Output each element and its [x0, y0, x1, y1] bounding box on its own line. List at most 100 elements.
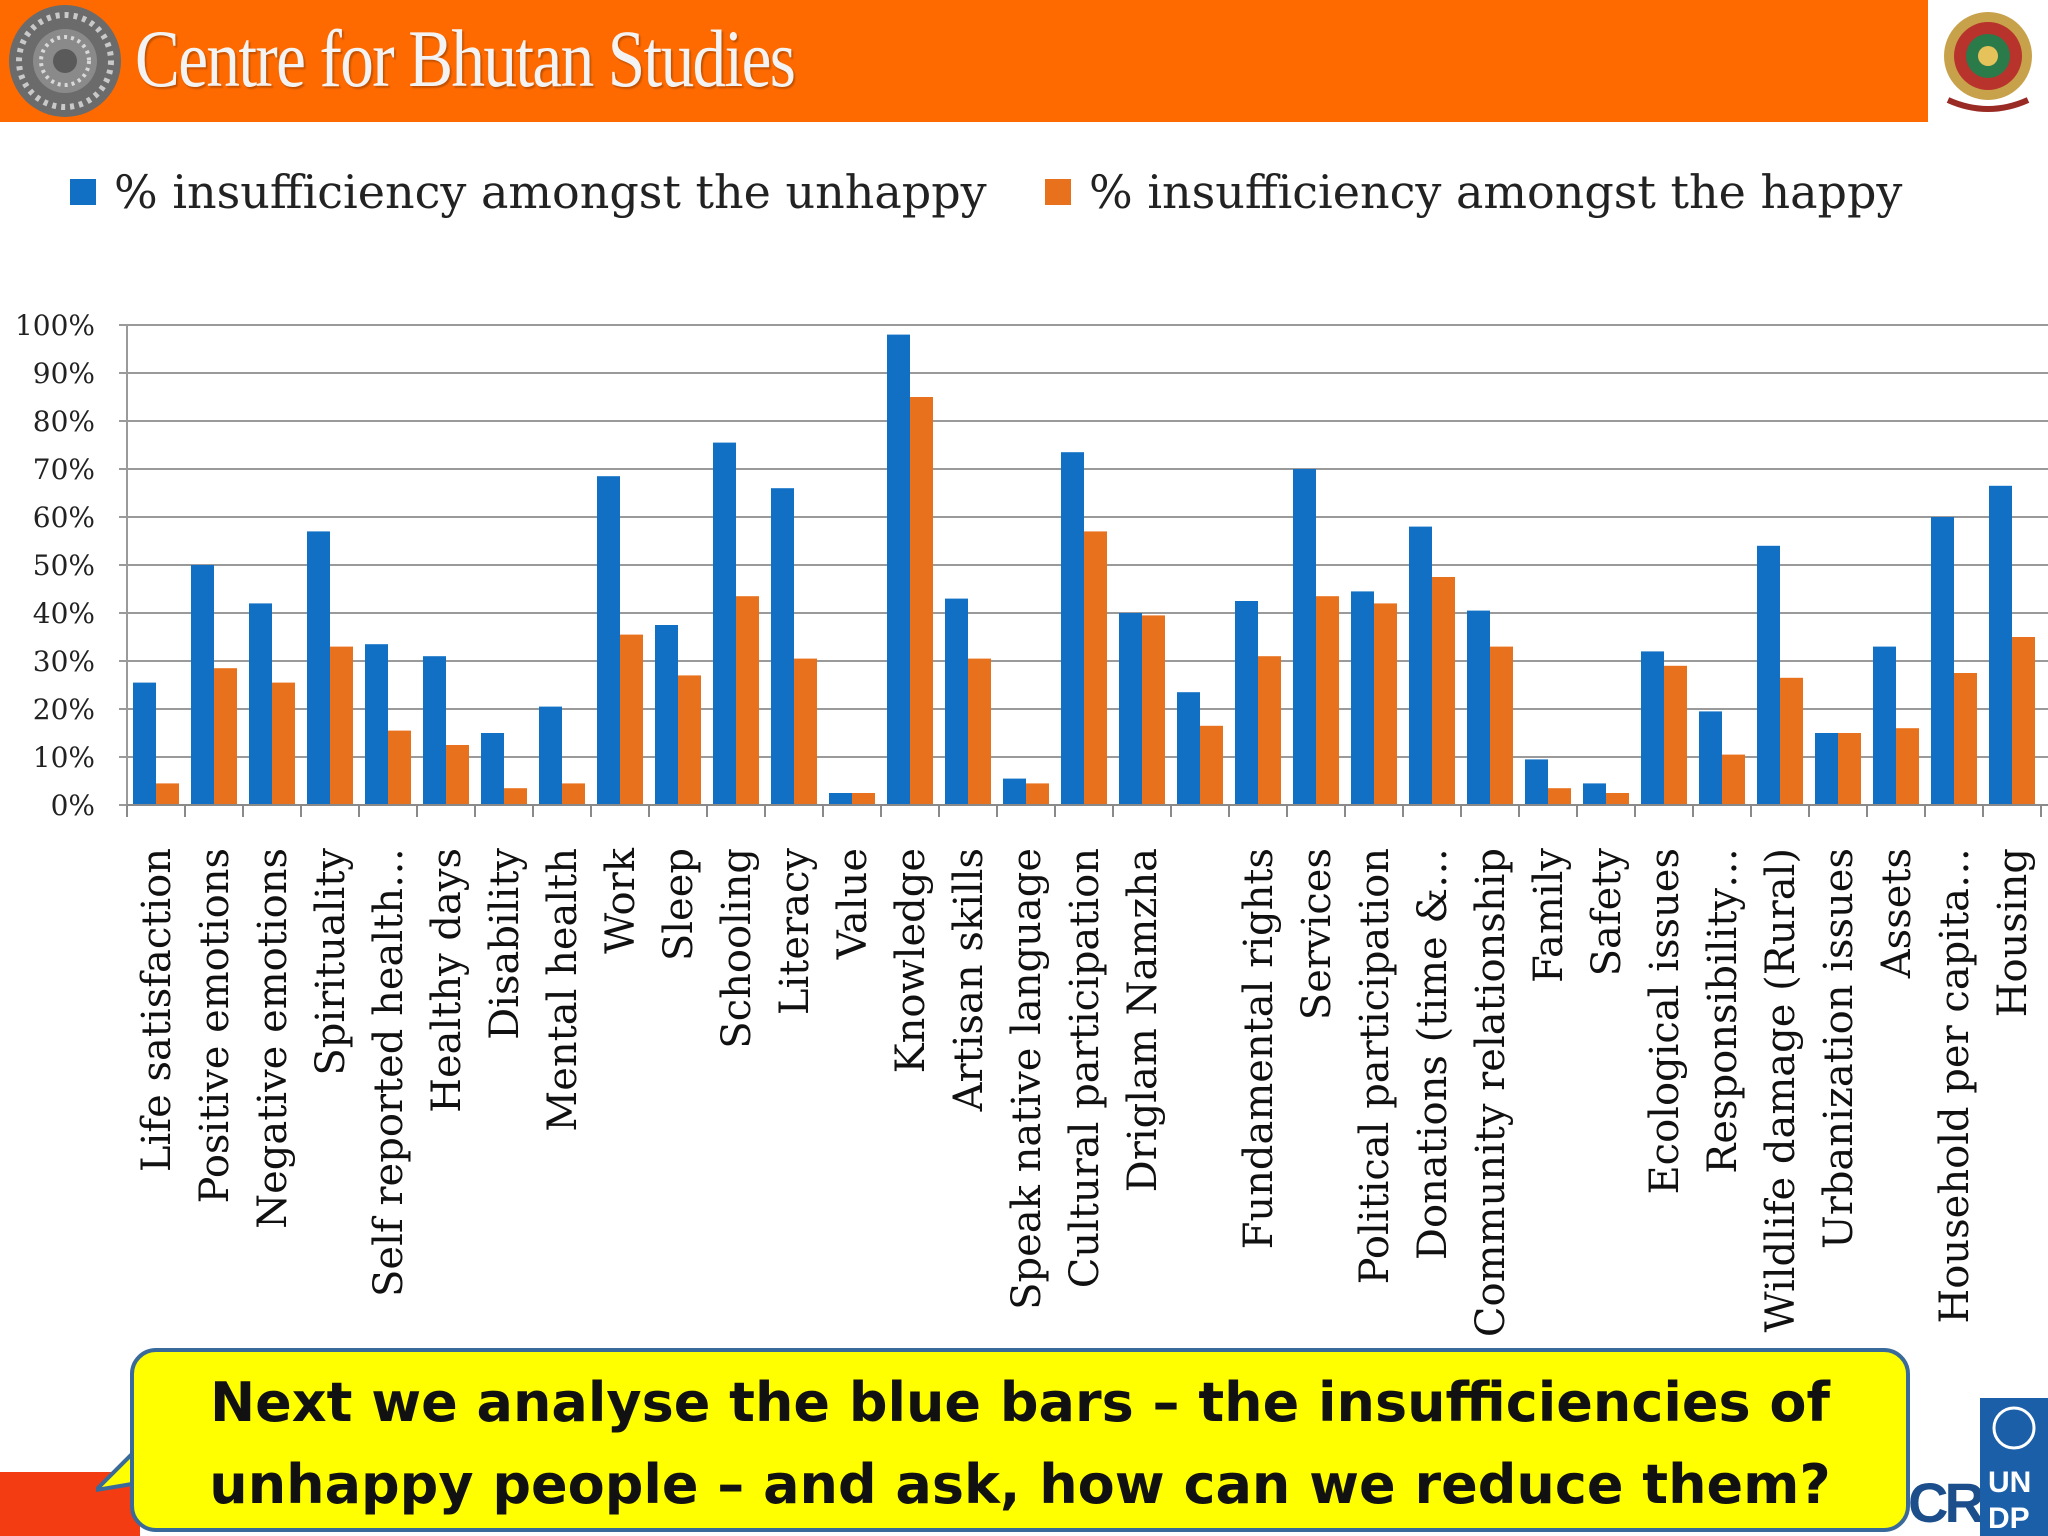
x-tick-label: Community relationship: [1468, 848, 1514, 1337]
undp-logo-letters: UN: [1988, 1466, 2031, 1499]
x-tick-label: Household per capita…: [1932, 848, 1978, 1324]
bar-unhappy: [1061, 452, 1084, 805]
bar-happy: [1432, 577, 1455, 805]
bar-unhappy: [713, 442, 736, 805]
bar-happy: [910, 397, 933, 805]
x-tick-label: Political participation: [1352, 848, 1398, 1284]
bar-happy: [1374, 603, 1397, 805]
bar-unhappy: [655, 625, 678, 805]
x-tick-label: Sleep: [656, 848, 702, 961]
x-tick-label: Donations (time &…: [1410, 848, 1456, 1260]
y-tick-label: 20%: [33, 693, 95, 726]
bar-unhappy: [481, 733, 504, 805]
bar-happy: [388, 730, 411, 805]
bar-happy: [1490, 646, 1513, 805]
bar-unhappy: [829, 793, 852, 805]
undp-logo: UN DP: [1980, 1398, 2048, 1536]
x-tick-label: Positive emotions: [192, 848, 238, 1203]
y-tick-label: 60%: [33, 501, 95, 534]
x-tick-label: Artisan skills: [946, 848, 992, 1112]
bar-happy: [1026, 783, 1049, 805]
bar-happy: [330, 646, 353, 805]
bar-happy: [562, 783, 585, 805]
bar-unhappy: [1177, 692, 1200, 805]
bar-happy: [1084, 531, 1107, 805]
bar-unhappy: [191, 565, 214, 805]
x-tick-label: Mental health: [540, 848, 586, 1132]
bar-happy: [1548, 788, 1571, 805]
bar-happy: [678, 675, 701, 805]
x-tick-label: Fundamental rights: [1236, 848, 1282, 1249]
callout-line-2: unhappy people – and ask, how can we red…: [209, 1453, 1831, 1516]
x-axis: [126, 325, 2048, 817]
x-tick-label: Life satisfaction: [134, 848, 180, 1172]
y-tick-label: 80%: [33, 405, 95, 438]
bar-happy: [1722, 754, 1745, 805]
y-tick-label: 30%: [33, 645, 95, 678]
bar-unhappy: [1989, 485, 2012, 805]
legend-swatch-happy: [1045, 179, 1071, 205]
x-tick-label: Negative emotions: [250, 848, 296, 1229]
bar-unhappy: [423, 656, 446, 805]
x-tick-label: Self reported health…: [366, 848, 412, 1297]
callout-text: Next we analyse the blue bars – the insu…: [160, 1362, 1880, 1526]
bar-happy: [214, 668, 237, 805]
header-bar: Centre for Bhutan Studies: [0, 0, 2048, 122]
bar-unhappy: [307, 531, 330, 805]
y-tick-label: 0%: [51, 789, 95, 822]
bar-chart: 0% 10% 20% 30% 40% 50% 60% 70% 80% 90% 100% Life s…: [15, 309, 2048, 1337]
bar-happy: [1896, 728, 1919, 805]
x-tick-label: Literacy: [772, 848, 818, 1015]
bar-happy: [1954, 673, 1977, 805]
bar-happy: [736, 596, 759, 805]
x-tick-label: Healthy days: [424, 848, 470, 1113]
bar-unhappy: [249, 603, 272, 805]
x-tick-label: Ecological issues: [1642, 848, 1688, 1195]
bar-happy: [446, 745, 469, 805]
bar-unhappy: [1467, 610, 1490, 805]
bar-happy: [1664, 665, 1687, 805]
x-tick-label: Urbanization issues: [1816, 848, 1862, 1249]
x-tick-label: Safety: [1584, 848, 1630, 977]
emblem-icon: [1944, 12, 2032, 112]
bar-happy: [852, 793, 875, 805]
bar-unhappy: [1525, 759, 1548, 805]
bar-unhappy: [133, 682, 156, 805]
bar-happy: [156, 783, 179, 805]
bar-unhappy: [1815, 733, 1838, 805]
y-tick-label: 40%: [33, 597, 95, 630]
bar-happy: [1780, 677, 1803, 805]
x-tick-label: Family: [1526, 848, 1572, 983]
x-tick-label: Cultural participation: [1062, 848, 1108, 1288]
dharma-wheel-logo: [9, 5, 121, 117]
x-tick-label: Housing: [1990, 848, 2036, 1017]
bar-unhappy: [1409, 526, 1432, 805]
bar-happy: [1606, 793, 1629, 805]
x-tick-label: Schooling: [714, 848, 760, 1049]
x-tick-label: Spirituality: [308, 848, 354, 1076]
x-tick-label: Services: [1294, 848, 1340, 1020]
bar-happy: [1316, 596, 1339, 805]
chart-legend: % insufficiency amongst the unhappy % in…: [70, 162, 1970, 222]
y-tick-label: 90%: [33, 357, 95, 390]
bar-unhappy: [597, 476, 620, 805]
y-axis-ticks: 0% 10% 20% 30% 40% 50% 60% 70% 80% 90% 100%: [15, 309, 127, 822]
x-tick-label: Work: [598, 847, 644, 954]
bar-happy: [504, 788, 527, 805]
bar-unhappy: [1931, 517, 1954, 805]
legend-label-unhappy: % insufficiency amongst the unhappy: [114, 165, 987, 219]
bar-unhappy: [1873, 646, 1896, 805]
bar-unhappy: [1757, 545, 1780, 805]
bar-happy: [1258, 656, 1281, 805]
callout-line-1: Next we analyse the blue bars – the insu…: [209, 1371, 1831, 1434]
bar-unhappy: [1641, 651, 1664, 805]
y-tick-label: 100%: [15, 309, 95, 342]
x-tick-label: Disability: [482, 848, 528, 1040]
callout-box: [130, 1348, 1910, 1532]
legend-item-unhappy: % insufficiency amongst the unhappy: [70, 162, 987, 222]
page-title: Centre for Bhutan Studies: [135, 13, 796, 104]
bar-unhappy: [1293, 469, 1316, 805]
bar-unhappy: [771, 488, 794, 805]
bar-unhappy: [1119, 613, 1142, 805]
bar-happy: [1142, 615, 1165, 805]
